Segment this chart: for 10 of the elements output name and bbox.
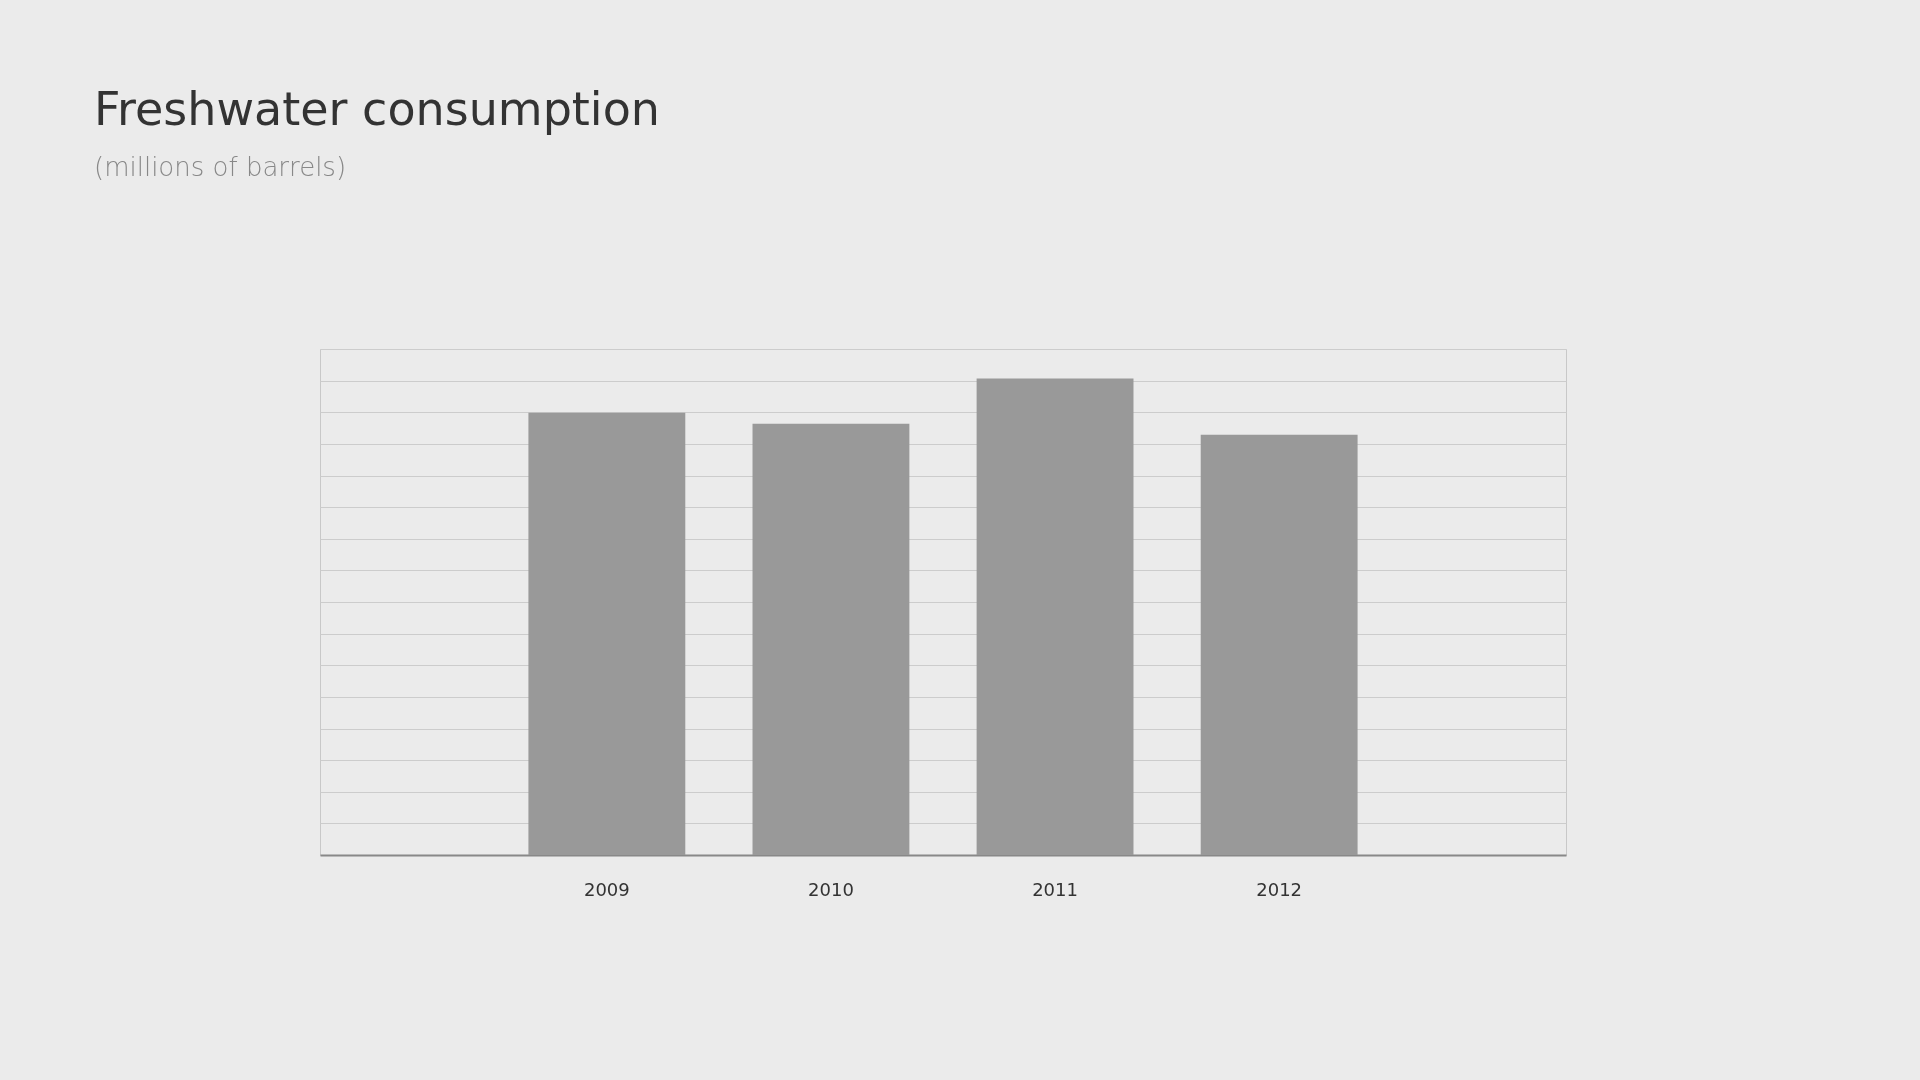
bar [976,378,1134,855]
chart-subtitle: (millions of barrels) [94,152,347,182]
x-tick-label: 2010 [808,878,854,900]
bar [1200,434,1358,855]
bar [528,412,686,855]
x-tick-label: 2012 [1256,878,1303,900]
bar [752,423,910,855]
x-tick-label: 2009 [583,878,630,900]
chart-title: Freshwater consumption [94,82,660,136]
x-tick-label: 2011 [1032,878,1078,900]
